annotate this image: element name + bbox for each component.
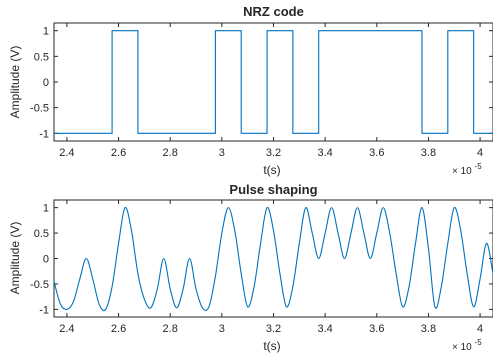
pulse-shaping-title: Pulse shaping (229, 182, 317, 197)
pulse-shaping-y-tick-label: -1 (39, 304, 49, 316)
nrz-x-tick-label: 3.2 (266, 147, 281, 159)
nrz-x-tick-label: 2.8 (163, 147, 178, 159)
nrz-x-tick-label: 3.4 (317, 147, 332, 159)
pulse-shaping-x-tick-label: 2.4 (59, 323, 74, 335)
pulse-shaping-subplot: Pulse shaping 2.4 2.6 2.8 3 3.2 3.4 3.6 3.8 4 -1 -… (8, 182, 493, 353)
nrz-x-tick-label: 4 (477, 147, 483, 159)
pulse-shaping-x-exponent-power: -5 (475, 338, 483, 347)
nrz-x-tick-label: 3.6 (369, 147, 384, 159)
nrz-y-tick-label: -0.5 (30, 103, 49, 115)
nrz-y-axis-label: Amplitude (V) (8, 46, 22, 119)
nrz-x-exponent: × 10 -5 (452, 162, 482, 177)
nrz-x-tick-label: 2.6 (111, 147, 126, 159)
pulse-shaping-x-tick-label: 2.8 (163, 323, 178, 335)
nrz-ticks (54, 23, 493, 141)
pulse-shaping-x-axis-label: t(s) (263, 339, 280, 353)
nrz-x-tick-label: 3.8 (421, 147, 436, 159)
pulse-shaping-y-axis-label: Amplitude (V) (8, 222, 22, 295)
pulse-shaping-x-tick-label: 3.6 (369, 323, 384, 335)
pulse-shaping-y-tick-label: 1 (43, 203, 49, 215)
pulse-shaping-series (53, 207, 493, 312)
nrz-subplot: NRZ code 2.4 2.6 2.8 3 3.2 3.4 3.6 3.8 4 -1 -0.5 0 0… (8, 4, 493, 177)
pulse-shaping-ticks (54, 200, 493, 317)
nrz-title: NRZ code (243, 4, 304, 19)
pulse-shaping-x-tick-label: 3.4 (317, 323, 332, 335)
nrz-y-tick-label: -1 (39, 128, 49, 140)
pulse-shaping-y-tick-label: -0.5 (30, 279, 49, 291)
nrz-plot-area (53, 22, 493, 142)
nrz-x-tick-label: 3 (219, 147, 225, 159)
pulse-shaping-y-tick-label: 0 (43, 254, 49, 266)
pulse-shaping-x-exponent-base: × 10 (452, 342, 472, 353)
nrz-x-exponent-power: -5 (475, 162, 483, 171)
pulse-shaping-x-tick-label: 4 (477, 323, 483, 335)
pulse-shaping-x-tick-label: 3 (219, 323, 225, 335)
pulse-shaping-x-tick-label: 3.8 (421, 323, 436, 335)
nrz-series (54, 30, 493, 134)
nrz-series-line (54, 30, 493, 134)
pulse-shaping-y-tick-label: 0.5 (34, 228, 49, 240)
pulse-shaping-series-line (53, 207, 493, 312)
nrz-x-exponent-base: × 10 (452, 166, 472, 177)
nrz-x-axis-label: t(s) (263, 163, 280, 177)
nrz-x-tick-label: 2.4 (59, 147, 74, 159)
nrz-y-tick-label: 0 (43, 77, 49, 89)
pulse-shaping-tick-labels: 2.4 2.6 2.8 3 3.2 3.4 3.6 3.8 4 -1 -0.5 0 0.5 1 (30, 203, 483, 335)
pulse-shaping-plot-area (53, 199, 493, 318)
nrz-y-tick-label: 1 (43, 26, 49, 38)
nrz-tick-labels: 2.4 2.6 2.8 3 3.2 3.4 3.6 3.8 4 -1 -0.5 0 0.5 1 (30, 26, 483, 159)
pulse-shaping-x-tick-label: 3.2 (266, 323, 281, 335)
pulse-shaping-x-tick-label: 2.6 (111, 323, 126, 335)
pulse-shaping-x-exponent: × 10 -5 (452, 338, 482, 353)
nrz-y-tick-label: 0.5 (34, 51, 49, 63)
